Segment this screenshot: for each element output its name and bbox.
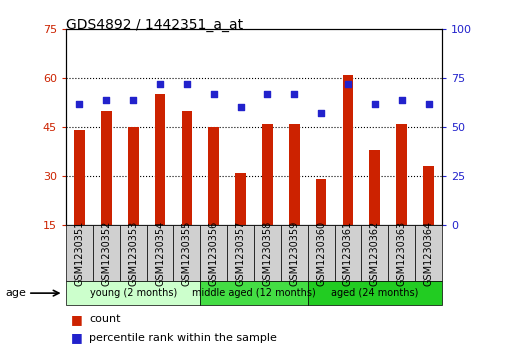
Point — [75, 101, 83, 106]
Text: GSM1230362: GSM1230362 — [370, 221, 380, 286]
Text: GSM1230356: GSM1230356 — [209, 221, 219, 286]
Bar — [289, 124, 300, 225]
Bar — [342, 75, 354, 225]
Text: GSM1230358: GSM1230358 — [263, 221, 272, 286]
Point — [398, 97, 406, 102]
Text: GSM1230361: GSM1230361 — [343, 221, 353, 286]
Text: percentile rank within the sample: percentile rank within the sample — [89, 333, 277, 343]
Bar — [369, 150, 380, 225]
Text: GDS4892 / 1442351_a_at: GDS4892 / 1442351_a_at — [66, 18, 243, 32]
Text: young (2 months): young (2 months) — [89, 288, 177, 298]
Point — [263, 91, 271, 97]
Text: count: count — [89, 314, 120, 325]
Text: ■: ■ — [71, 313, 83, 326]
Bar — [316, 179, 327, 225]
Bar — [423, 166, 434, 225]
Point — [156, 81, 164, 87]
Bar — [154, 94, 166, 225]
Text: GSM1230360: GSM1230360 — [316, 221, 326, 286]
Bar — [396, 124, 407, 225]
Point — [102, 97, 110, 102]
Point — [129, 97, 137, 102]
Point — [237, 105, 245, 110]
Text: GSM1230351: GSM1230351 — [75, 221, 84, 286]
Text: GSM1230355: GSM1230355 — [182, 220, 192, 286]
Text: GSM1230364: GSM1230364 — [424, 221, 433, 286]
Text: GSM1230352: GSM1230352 — [101, 220, 111, 286]
Bar — [181, 111, 192, 225]
Bar — [74, 130, 85, 225]
Bar — [101, 111, 112, 225]
Point — [183, 81, 191, 87]
Bar — [128, 127, 139, 225]
Text: GSM1230359: GSM1230359 — [289, 221, 299, 286]
Text: GSM1230353: GSM1230353 — [128, 221, 138, 286]
Bar — [208, 127, 219, 225]
Point — [344, 81, 352, 87]
Text: aged (24 months): aged (24 months) — [331, 288, 419, 298]
Point — [210, 91, 218, 97]
Text: GSM1230357: GSM1230357 — [236, 220, 245, 286]
Text: GSM1230363: GSM1230363 — [397, 221, 407, 286]
Text: age: age — [5, 288, 26, 298]
Text: ■: ■ — [71, 331, 83, 344]
Point — [317, 110, 325, 116]
Text: middle aged (12 months): middle aged (12 months) — [192, 288, 316, 298]
Bar — [262, 124, 273, 225]
Point — [371, 101, 379, 106]
Point — [425, 101, 433, 106]
Bar — [235, 173, 246, 225]
Point — [290, 91, 298, 97]
Text: GSM1230354: GSM1230354 — [155, 221, 165, 286]
